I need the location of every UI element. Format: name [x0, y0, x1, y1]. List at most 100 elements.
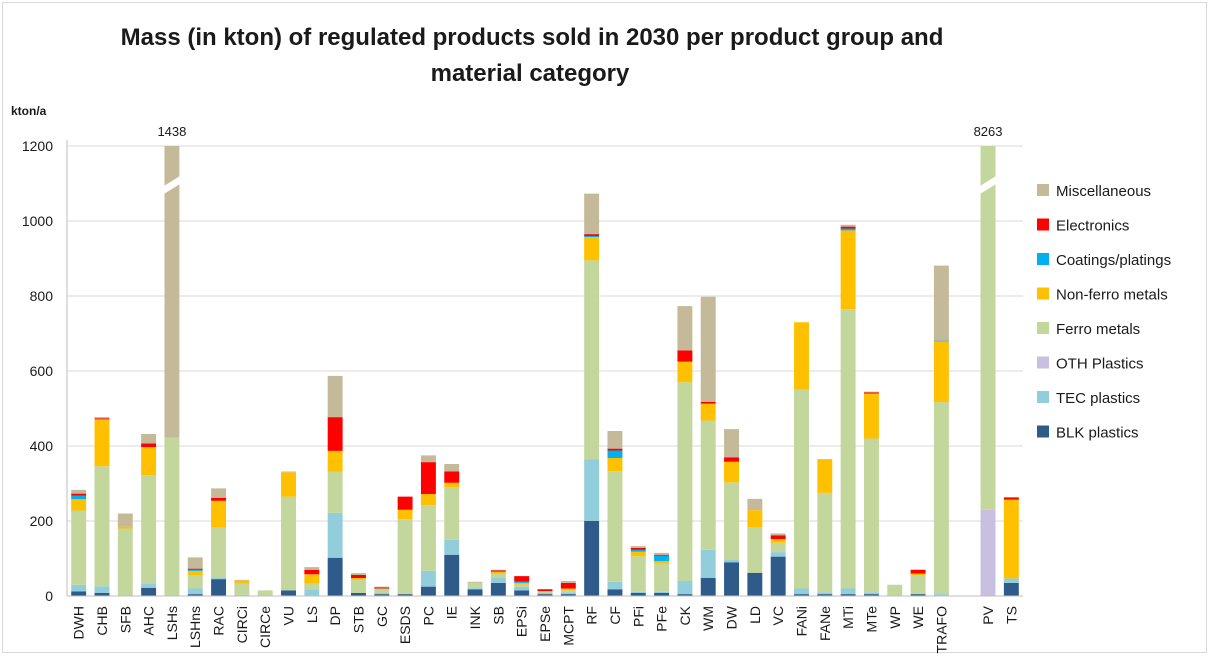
bar-segment-pfe-ferro-metals — [654, 563, 670, 592]
x-tick-we: WE — [910, 606, 926, 629]
bar-segment-vc-non-ferro-metals — [770, 539, 786, 543]
bar-pfe — [654, 552, 670, 596]
bar-rf — [584, 193, 600, 596]
legend-item-miscellaneous: Miscellaneous — [1037, 183, 1151, 200]
bar-dwh — [71, 489, 87, 596]
bar-segment-cf-tec-plastics — [607, 581, 623, 590]
bar-segment-chb-tec-plastics — [94, 586, 110, 593]
x-tick-lshns: LSHns — [187, 606, 203, 648]
bar-segment-lshs-ferro-metals — [164, 437, 180, 596]
bar-segment-pc-tec-plastics — [420, 570, 436, 587]
legend-label-electronics: Electronics — [1056, 218, 1129, 235]
bar-segment-ts-tec-plastics — [1003, 578, 1019, 583]
bar-ls — [304, 567, 320, 596]
legend-item-tec-plastics: TEC plastics — [1037, 390, 1140, 407]
bar-segment-vc-tec-plastics — [770, 552, 786, 557]
bar-segment-dwh-coatings-platings — [71, 495, 87, 500]
bar-segment-fane-ferro-metals — [817, 492, 833, 593]
bar-segment-dwh-miscellaneous — [71, 489, 87, 494]
bar-segment-fane-tec-plastics — [817, 592, 833, 595]
bar-segment-circe-ferro-metals — [257, 590, 273, 596]
bar-segment-circi-ferro-metals — [234, 583, 250, 595]
bar-segment-vu-miscellaneous — [281, 471, 296, 473]
bar-segment-pfi-ferro-metals — [630, 556, 646, 592]
x-tick-pc: PC — [420, 606, 436, 625]
bar-segment-mcpt-blk-plastics — [560, 594, 576, 596]
bar-sb — [490, 569, 506, 596]
bar-segment-rf-miscellaneous — [584, 193, 600, 235]
legend-label-tec-plastics: TEC plastics — [1056, 390, 1140, 407]
axis-break-lshs — [161, 174, 183, 196]
bar-segment-rf-coatings-platings — [584, 236, 600, 238]
axes — [66, 140, 1023, 597]
bar-segment-dw-tec-plastics — [724, 559, 739, 563]
value-annotations: 1438 8263 — [157, 124, 1002, 139]
x-tick-pv: PV — [980, 605, 996, 624]
bar-segment-stb-non-ferro-metals — [351, 578, 366, 580]
bar-chb — [94, 417, 110, 596]
bar-segment-sb-miscellaneous — [490, 569, 506, 571]
bar-ts — [1003, 497, 1019, 596]
bar-ahc — [141, 434, 157, 596]
bar-segment-pfe-tec-plastics — [654, 591, 670, 593]
bar-segment-mte-ferro-metals — [863, 438, 879, 593]
gridlines — [67, 145, 1023, 522]
bar-segment-circi-non-ferro-metals — [234, 580, 250, 584]
y-tick-400: 400 — [30, 438, 54, 454]
bar-segment-esds-electronics — [397, 496, 413, 510]
bar-segment-trafo-coatings-platings — [933, 340, 949, 342]
bar-segment-circi-miscellaneous — [234, 579, 250, 581]
bar-segment-ahc-blk-plastics — [141, 587, 157, 596]
bar-segment-gc-ferro-metals — [374, 588, 390, 593]
bar-segment-trafo-tec-plastics — [933, 594, 949, 596]
bar-segment-dw-non-ferro-metals — [724, 461, 739, 483]
legend-swatch-non-ferro-metals — [1037, 287, 1049, 300]
bar-segment-pfi-electronics — [630, 548, 646, 550]
bar-segment-gc-tec-plastics — [374, 593, 390, 595]
bar-segment-mcpt-miscellaneous — [560, 581, 576, 583]
bar-segment-dwh-ferro-metals — [71, 510, 87, 585]
bar-segment-mte-non-ferro-metals — [863, 393, 879, 439]
bar-segment-fane-blk-plastics — [817, 594, 833, 596]
bar-segment-rf-ferro-metals — [584, 260, 600, 460]
bar-segment-dp-non-ferro-metals — [327, 450, 343, 472]
bar-segment-rf-non-ferro-metals — [584, 237, 600, 261]
bar-segment-we-non-ferro-metals — [910, 573, 926, 576]
bar-segment-we-ferro-metals — [910, 575, 926, 595]
x-tick-wp: WP — [887, 606, 903, 629]
bar-segment-ie-tec-plastics — [444, 539, 460, 555]
bar-segment-ink-tec-plastics — [467, 588, 483, 590]
bar-segment-wm-non-ferro-metals — [700, 403, 716, 421]
bar-mcpt — [560, 581, 576, 596]
bar-segment-ts-blk-plastics — [1003, 582, 1019, 596]
bar-stb — [351, 573, 366, 596]
bar-segment-dp-tec-plastics — [327, 512, 343, 558]
bar-esds — [397, 496, 413, 596]
bar-segment-lshns-blk-plastics — [187, 594, 203, 596]
x-tick-sb: SB — [490, 606, 506, 625]
bar-segment-rf-tec-plastics — [584, 459, 600, 521]
bar-segment-lshns-ferro-metals — [187, 575, 203, 589]
bar-segment-stb-ferro-metals — [351, 579, 366, 593]
bar-segment-vu-non-ferro-metals — [281, 472, 296, 497]
bar-segment-ls-ferro-metals — [304, 583, 320, 590]
bars — [71, 146, 1019, 596]
bar-segment-rf-blk-plastics — [584, 521, 600, 596]
bar-segment-wm-electronics — [700, 401, 716, 404]
bar-segment-epse-blk-plastics — [537, 594, 553, 596]
bar-segment-ts-electronics — [1003, 497, 1019, 500]
bar-pc — [420, 455, 436, 596]
bar-dp — [327, 375, 343, 596]
legend-item-coatings-platings: Coatings/platings — [1037, 252, 1171, 269]
y-tick-labels: 0 200 400 600 800 1000 1200 — [22, 138, 53, 604]
legend-swatch-coatings-platings — [1037, 253, 1049, 265]
bar-segment-cf-electronics — [607, 448, 623, 451]
bar-segment-vc-miscellaneous — [770, 533, 786, 536]
legend-item-non-ferro-metals: Non-ferro metals — [1037, 287, 1168, 304]
bar-segment-mti-tec-plastics — [840, 588, 856, 595]
bar-segment-ie-electronics — [444, 471, 460, 483]
bar-segment-pfi-tec-plastics — [630, 591, 646, 593]
bar-segment-gc-miscellaneous — [374, 586, 390, 588]
bar-segment-lshns-miscellaneous — [187, 557, 203, 569]
bar-segment-epsi-tec-plastics — [514, 586, 530, 591]
